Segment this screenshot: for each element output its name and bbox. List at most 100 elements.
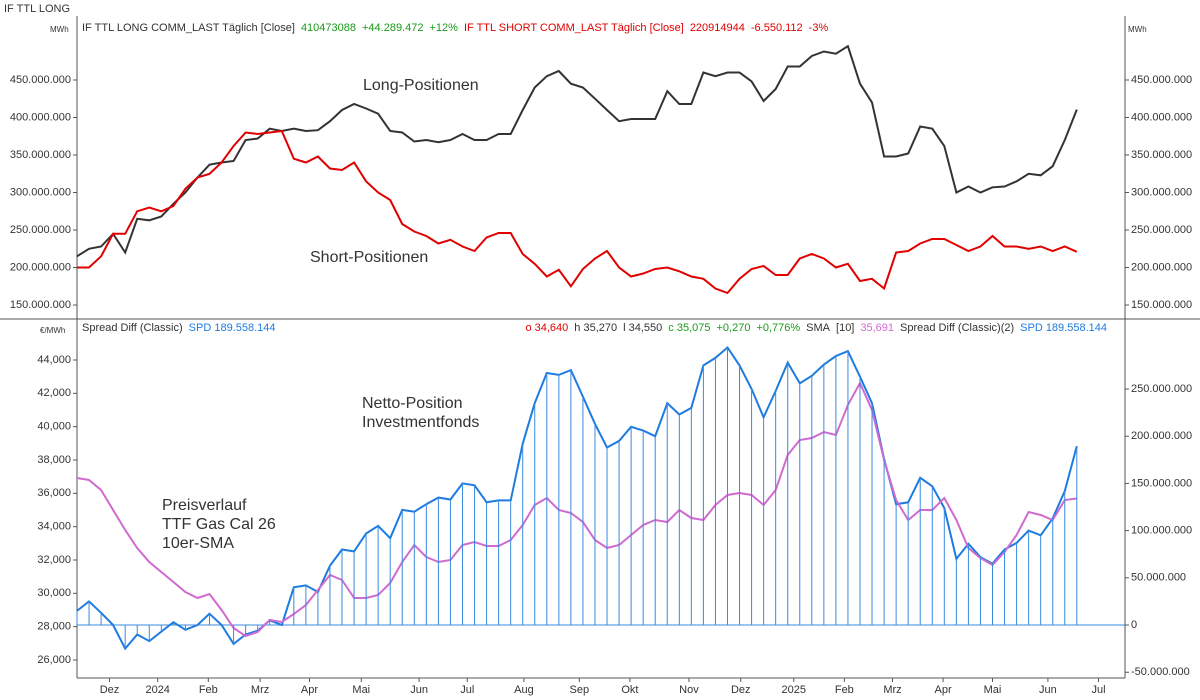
x-tick-label: Mai [984, 684, 1002, 696]
bar [811, 375, 813, 626]
bar [76, 610, 78, 626]
legend-entry: h 35,270 [574, 322, 617, 334]
legend: o 34,640 h 35,270 l 34,550 c 35,075 +0,270 +0… [525, 322, 1107, 334]
legend-entry: Spread Diff (Classic)(2) [900, 322, 1014, 334]
bar [714, 357, 716, 626]
bar [739, 365, 741, 626]
bar [618, 440, 620, 626]
y-unit: €/MWh [40, 326, 65, 335]
bar [835, 355, 837, 626]
bar [281, 625, 283, 626]
y-tick-label: 40,000 [37, 421, 71, 433]
bar [269, 620, 271, 626]
bar [991, 563, 993, 626]
bar [907, 502, 909, 626]
legend-entry: IF TTL SHORT COMM_LAST Täglich [Close] [464, 22, 684, 34]
y-tick-label: 34,000 [37, 521, 71, 533]
bar [678, 414, 680, 626]
legend-entry: c 35,075 [668, 322, 710, 334]
bar [751, 389, 753, 626]
x-tick-label: Aug [514, 684, 534, 696]
y2-tick-label: 350.000.000 [1131, 149, 1192, 161]
bar [582, 396, 584, 626]
legend-entry: 35,691 [860, 322, 894, 334]
bar [931, 486, 933, 626]
legend-entry: 220914944 [690, 22, 745, 34]
bar [763, 417, 765, 626]
x-tick-label: Jun [1039, 684, 1057, 696]
bar [486, 502, 488, 626]
bar [425, 504, 427, 626]
legend-entry: +44.289.472 [362, 22, 423, 34]
line [76, 380, 1077, 638]
bar [967, 543, 969, 626]
bar [847, 351, 849, 626]
bar [883, 458, 885, 626]
bar [1076, 446, 1078, 626]
y-tick-label: 300.000.000 [10, 186, 71, 198]
y2-tick-label: 400.000.000 [1131, 111, 1192, 123]
bar [919, 477, 921, 626]
bar [859, 376, 861, 626]
y-tick-label: 250.000.000 [10, 224, 71, 236]
annotation: Investmentfonds [362, 414, 479, 431]
x-tick-label: 2025 [781, 684, 805, 696]
bar [558, 374, 560, 626]
bar [221, 625, 223, 626]
bar [377, 525, 379, 626]
bar [317, 591, 319, 626]
bar [100, 612, 102, 626]
bar [1016, 542, 1018, 626]
x-tick-label: 2024 [145, 684, 169, 696]
bar [160, 625, 162, 632]
y2-unit: MWh [1128, 25, 1147, 34]
legend-entry: Spread Diff (Classic) [82, 322, 183, 334]
bar [943, 507, 945, 626]
y-tick-label: 38,000 [37, 454, 71, 466]
bar [293, 587, 295, 626]
x-tick-label: Apr [935, 684, 952, 696]
bar [534, 403, 536, 626]
bar [1040, 535, 1042, 626]
bar [895, 504, 897, 626]
line [76, 346, 1078, 651]
y-tick-label: 28,000 [37, 621, 71, 633]
legend-entry: 410473088 [301, 22, 356, 34]
legend-entry: o 34,640 [525, 322, 568, 334]
y2-tick-label: -50.000.000 [1131, 666, 1190, 678]
bar [136, 625, 138, 635]
y-tick-label: 400.000.000 [10, 111, 71, 123]
bar [666, 403, 668, 626]
bar [148, 625, 150, 642]
bar [787, 362, 789, 626]
bar [461, 483, 463, 626]
bar [630, 426, 632, 626]
x-tick-label: Dez [731, 684, 751, 696]
legend-entry: l 34,550 [623, 322, 662, 334]
bar [979, 557, 981, 626]
x-tick-label: Feb [199, 684, 218, 696]
bar [245, 625, 247, 635]
y-tick-label: 32,000 [37, 554, 71, 566]
y-tick-label: 26,000 [37, 654, 71, 666]
y2-tick-label: 50.000.000 [1131, 572, 1186, 584]
bar [871, 403, 873, 626]
y-tick-label: 42,000 [37, 387, 71, 399]
y2-tick-label: 100.000.000 [1131, 525, 1192, 537]
y-tick-label: 30,000 [37, 587, 71, 599]
bar [112, 625, 114, 626]
x-tick-label: Nov [679, 684, 699, 696]
bar [257, 625, 259, 631]
bar [233, 625, 235, 644]
bar [124, 625, 126, 649]
x-tick-label: Jun [410, 684, 428, 696]
bar [88, 601, 90, 626]
legend: Spread Diff (Classic) SPD 189.558.144 [82, 322, 276, 334]
y2-tick-label: 300.000.000 [1131, 186, 1192, 198]
x-tick-label: Dez [100, 684, 120, 696]
legend-entry: SMA [806, 322, 831, 334]
line [77, 129, 1078, 295]
bar [1052, 518, 1054, 626]
